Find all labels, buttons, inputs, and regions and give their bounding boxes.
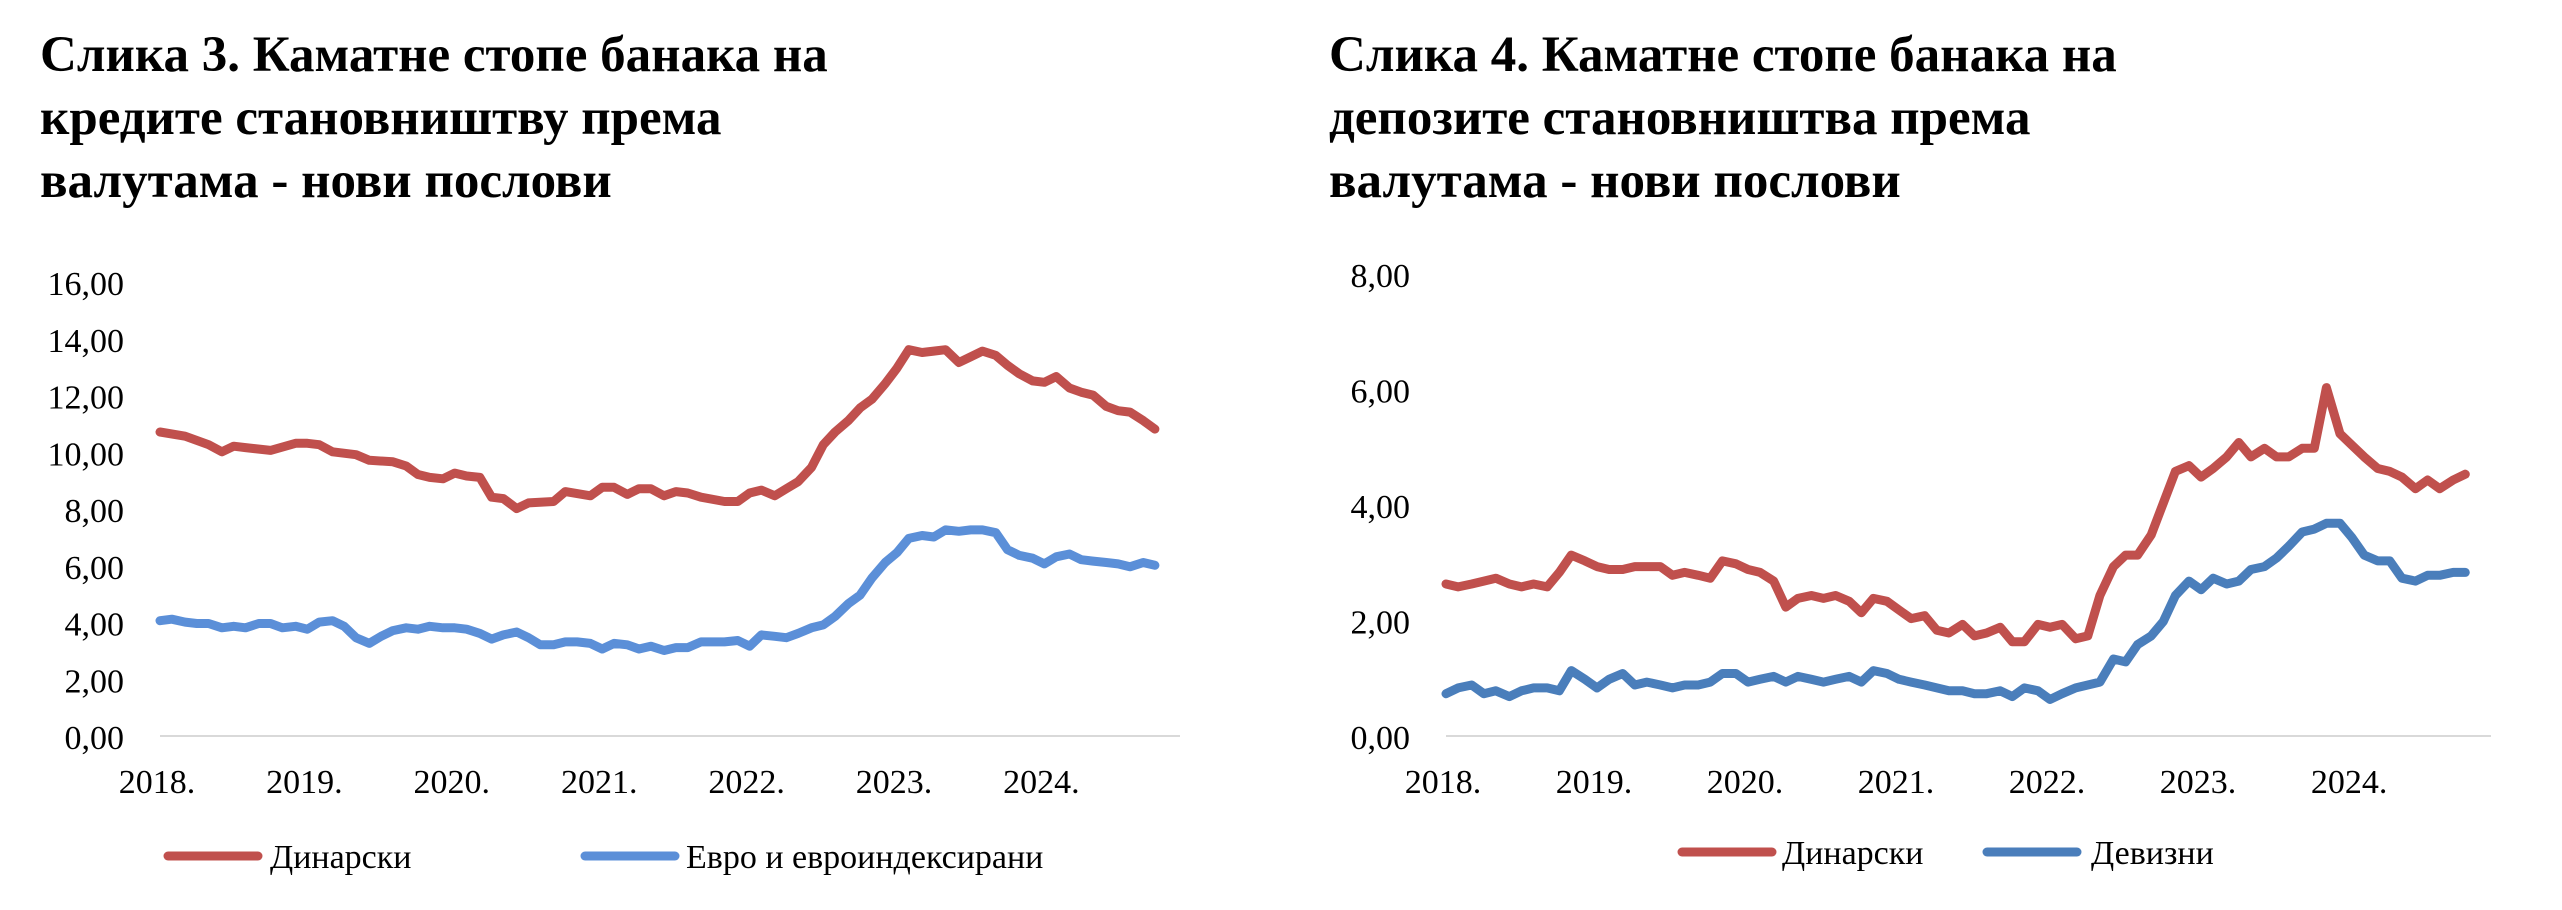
x-tick-label: 2019.	[1556, 764, 1633, 801]
x-tick-label: 2023.	[2160, 764, 2237, 801]
y-tick-label: 12,00	[48, 380, 125, 417]
chart-title-line: Слика 4. Каматне стопе банака на	[1329, 27, 2117, 83]
y-tick-label: 8,00	[1351, 258, 1411, 295]
y-tick-label: 10,00	[48, 436, 125, 473]
y-tick-label: 0,00	[1351, 720, 1411, 757]
x-tick-label: 2021.	[561, 764, 638, 801]
chart-title-line: валутама - нови послови	[40, 153, 612, 209]
chart-title-line: Слика 3. Каматне стопе банака на	[40, 27, 828, 83]
chart-panel-loans: Слика 3. Каматне стопе банака на кредите…	[40, 24, 1180, 876]
loans-rate-chart: 0,00 2,00 4,00 6,00 8,00 10,00 12,00 14,00 16,00…	[48, 266, 1180, 876]
legend-label: Динарски	[270, 839, 411, 876]
x-tick-label: 2021.	[1858, 764, 1935, 801]
x-tick-label: 2018.	[1405, 764, 1482, 801]
y-tick-label: 4,00	[1351, 489, 1411, 526]
y-tick-label: 2,00	[1351, 605, 1411, 642]
y-tick-label: 16,00	[48, 266, 125, 303]
y-tick-label: 0,00	[65, 720, 125, 757]
chart-panel-deposits: Слика 4. Каматне стопе банака на депозит…	[1281, 0, 2562, 910]
y-tick-label: 6,00	[1351, 374, 1411, 411]
x-tick-label: 2024.	[2311, 764, 2388, 801]
y-tick-label: 4,00	[65, 607, 125, 644]
chart-title: Слика 3. Каматне стопе банака на кредите…	[40, 24, 1040, 213]
deposits-rate-chart: 0,00 2,00 4,00 6,00 8,00 2018. 2019. 2020. 2021.…	[1351, 258, 2491, 872]
series-line-1	[1441, 383, 2470, 647]
chart-title-line: валутама - нови послови	[1329, 153, 1901, 209]
x-tick-label: 2018.	[119, 764, 196, 801]
chart-title-line: кредите становништву према	[40, 90, 722, 146]
legend-label: Евро и евроиндексирани	[686, 839, 1043, 876]
x-tick-label: 2019.	[266, 764, 343, 801]
chart-title: Слика 4. Каматне стопе банака на депозит…	[1329, 24, 2329, 213]
series-line-2	[1441, 518, 2470, 704]
legend-label: Динарски	[1782, 835, 1923, 872]
x-tick-label: 2022.	[708, 764, 785, 801]
x-tick-label: 2022.	[2009, 764, 2086, 801]
legend-label: Девизни	[2091, 835, 2214, 872]
series-line-2	[155, 525, 1160, 655]
y-tick-label: 8,00	[65, 493, 125, 530]
x-tick-label: 2020.	[1707, 764, 1784, 801]
chart-title-line: депозите становништва према	[1329, 90, 2031, 146]
y-tick-label: 14,00	[48, 323, 125, 360]
x-tick-label: 2024.	[1003, 764, 1080, 801]
x-tick-label: 2020.	[414, 764, 491, 801]
series-line-1	[155, 345, 1160, 514]
y-tick-label: 2,00	[65, 663, 125, 700]
y-tick-label: 6,00	[65, 550, 125, 587]
x-tick-label: 2023.	[856, 764, 933, 801]
